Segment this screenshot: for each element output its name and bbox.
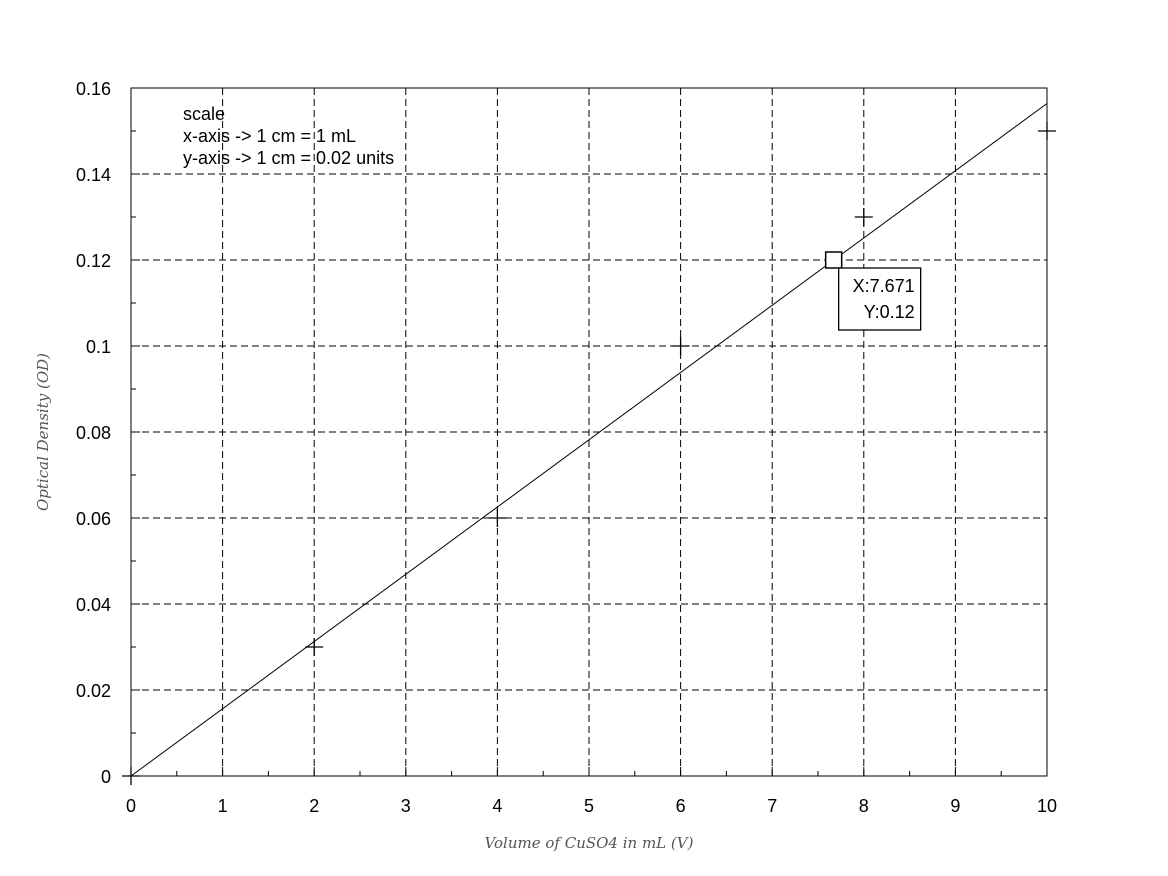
x-tick-label: 0 (126, 796, 136, 816)
y-tick-label: 0.06 (76, 509, 111, 529)
x-tick-label: 3 (401, 796, 411, 816)
x-tick-label: 2 (309, 796, 319, 816)
data-point (854, 208, 873, 226)
data-point (305, 638, 324, 656)
grid (131, 88, 1047, 776)
y-tick-label: 0.16 (76, 79, 111, 99)
data-point (671, 337, 690, 355)
x-tick-label: 5 (584, 796, 594, 816)
y-tick-label: 0.1 (86, 337, 111, 357)
y-axis-label: Optical Density (OD) (34, 353, 52, 511)
x-tick-label: 4 (492, 796, 502, 816)
datatip-y: Y:0.12 (864, 302, 915, 322)
x-tick-label: 6 (676, 796, 686, 816)
y-tick-label: 0.14 (76, 165, 111, 185)
y-tick-label: 0.04 (76, 595, 111, 615)
data-points (122, 122, 1056, 785)
y-axis-ticks: 0 0.02 0.04 0.06 0.08 0.1 0.12 0.14 0.16 (76, 79, 140, 787)
y-tick-label: 0 (101, 767, 111, 787)
y-tick-label: 0.02 (76, 681, 111, 701)
x-axis-ticks: 0 1 2 3 4 5 6 7 8 9 10 (126, 767, 1057, 816)
scale-annotation-line: scale (183, 104, 225, 124)
data-point (1038, 122, 1056, 140)
x-tick-label: 7 (767, 796, 777, 816)
x-tick-label: 8 (859, 796, 869, 816)
y-tick-label: 0.12 (76, 251, 111, 271)
scale-annotation-line: y-axis -> 1 cm = 0.02 units (183, 148, 394, 168)
data-point (122, 767, 140, 785)
minor-ticks (131, 130, 1002, 776)
y-tick-label: 0.08 (76, 423, 111, 443)
data-point (488, 509, 507, 527)
fit-line (130, 103, 1048, 777)
scale-annotation-line: x-axis -> 1 cm = 1 mL (183, 126, 356, 146)
datatip[interactable]: X:7.671 Y:0.12 (824, 251, 922, 331)
x-axis-label: Volume of CuSO4 in mL (V) (485, 834, 694, 852)
datatip-x: X:7.671 (853, 276, 915, 296)
x-tick-label: 9 (950, 796, 960, 816)
datatip-marker[interactable] (824, 251, 843, 269)
x-tick-label: 10 (1037, 796, 1057, 816)
x-tick-label: 1 (218, 796, 228, 816)
datatip-box (838, 267, 922, 331)
